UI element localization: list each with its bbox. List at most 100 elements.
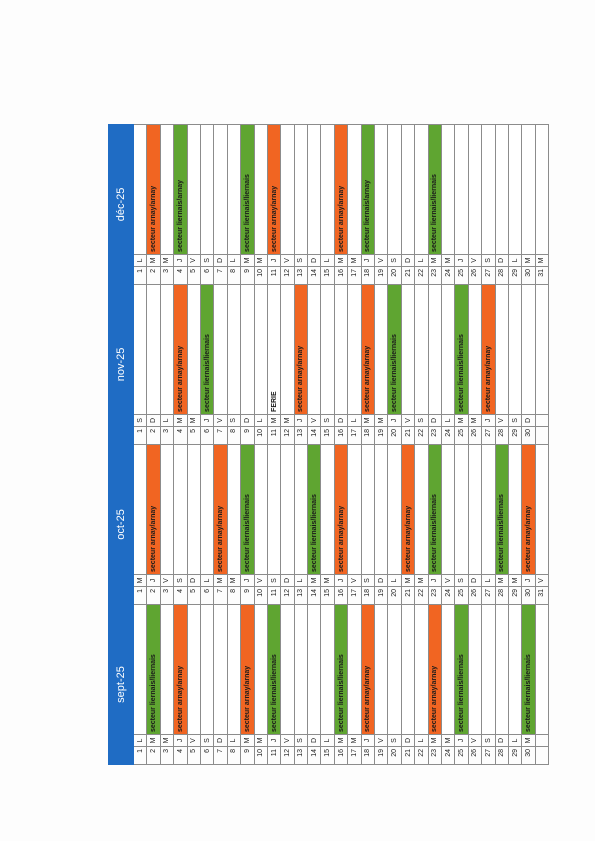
day-of-week: S	[387, 254, 402, 267]
day-number: 20	[387, 586, 402, 605]
day-number: 25	[454, 426, 469, 445]
day-of-week: V	[307, 414, 321, 427]
sector-cell	[495, 124, 509, 255]
day-of-week: M	[240, 254, 255, 267]
day-number: 16	[334, 266, 348, 285]
sector-cell	[173, 444, 188, 575]
day-number: 10	[254, 586, 268, 605]
day-of-week: S	[414, 414, 429, 427]
day-of-week: J	[240, 574, 255, 587]
day-number: 9	[240, 266, 255, 285]
sector-cell	[401, 284, 415, 415]
day-of-week: J	[267, 254, 281, 267]
day-of-week: M	[468, 414, 482, 427]
sector-cell	[468, 284, 482, 415]
sector-cell: secteur arnay/arnay	[334, 444, 348, 575]
sector-cell	[254, 444, 268, 575]
day-number: 5	[187, 746, 201, 765]
day-number: 29	[508, 586, 522, 605]
sector-cell	[213, 284, 228, 415]
day-of-week: V	[280, 254, 295, 267]
day-number: 2	[146, 586, 161, 605]
day-number: 26	[468, 586, 482, 605]
day-of-week: D	[521, 414, 536, 427]
sector-cell: secteur arnay/arnay	[481, 284, 496, 415]
day-number: 20	[387, 746, 402, 765]
day-number: 28	[495, 266, 509, 285]
day-of-week: V	[187, 734, 201, 747]
day-of-week: J	[267, 734, 281, 747]
day-of-week: D	[401, 254, 415, 267]
day-number: 31	[535, 586, 549, 605]
day-of-week: M	[441, 734, 455, 747]
day-number: 9	[240, 586, 255, 605]
sector-cell: secteur liernais/liernais	[200, 284, 214, 415]
sector-cell	[401, 124, 415, 255]
day-of-week: S	[200, 734, 214, 747]
sector-cell: secteur liernais/liernais	[387, 284, 402, 415]
month-title: oct-25	[108, 444, 134, 605]
day-of-week: M	[508, 574, 522, 587]
sector-cell	[521, 284, 536, 415]
day-of-week: V	[495, 414, 509, 427]
day-of-week: D	[280, 574, 295, 587]
day-number: 9	[240, 746, 255, 765]
day-of-week: M	[334, 254, 348, 267]
day-number: 24	[441, 426, 455, 445]
sector-cell	[133, 444, 147, 575]
sector-cell	[213, 604, 228, 735]
sector-cell	[187, 284, 201, 415]
sector-cell	[441, 604, 455, 735]
day-of-week: J	[200, 414, 214, 427]
day-of-week: L	[481, 574, 496, 587]
day-of-week: M	[428, 254, 442, 267]
sector-cell	[441, 124, 455, 255]
day-of-week: S	[294, 254, 308, 267]
day-number: 21	[401, 586, 415, 605]
day-number: 13	[294, 426, 308, 445]
sector-cell	[374, 284, 388, 415]
day-number: 21	[401, 746, 415, 765]
day-of-week: M	[173, 414, 188, 427]
day-of-week: J	[521, 574, 536, 587]
day-of-week	[535, 734, 549, 747]
day-of-week: M	[361, 414, 375, 427]
day-number: 22	[414, 586, 429, 605]
day-number: 19	[374, 426, 388, 445]
day-number	[535, 746, 549, 765]
day-of-week: L	[320, 254, 335, 267]
month-title: sept-25	[108, 604, 134, 765]
sector-cell	[508, 604, 522, 735]
day-number: 11	[267, 586, 281, 605]
day-of-week: M	[267, 414, 281, 427]
sector-cell	[347, 124, 362, 255]
day-number: 9	[240, 426, 255, 445]
day-number: 15	[320, 586, 335, 605]
sector-cell	[347, 284, 362, 415]
sector-cell	[495, 604, 509, 735]
day-of-week: D	[240, 414, 255, 427]
sector-cell	[307, 604, 321, 735]
sector-cell	[508, 284, 522, 415]
sector-cell	[267, 444, 281, 575]
sector-cell	[227, 284, 241, 415]
sector-cell: secteur liernais/arnay	[173, 124, 188, 255]
sector-cell	[160, 604, 174, 735]
sector-cell	[280, 124, 295, 255]
day-number: 16	[334, 426, 348, 445]
day-number: 8	[227, 266, 241, 285]
day-of-week: J	[294, 414, 308, 427]
day-of-week: V	[160, 574, 174, 587]
day-of-week: D	[495, 254, 509, 267]
day-number: 28	[495, 746, 509, 765]
sector-cell	[320, 124, 335, 255]
day-number: 19	[374, 266, 388, 285]
month-header-row: sept-25 oct-25 nov-25 déc-25	[108, 124, 134, 765]
day-of-week: J	[334, 574, 348, 587]
